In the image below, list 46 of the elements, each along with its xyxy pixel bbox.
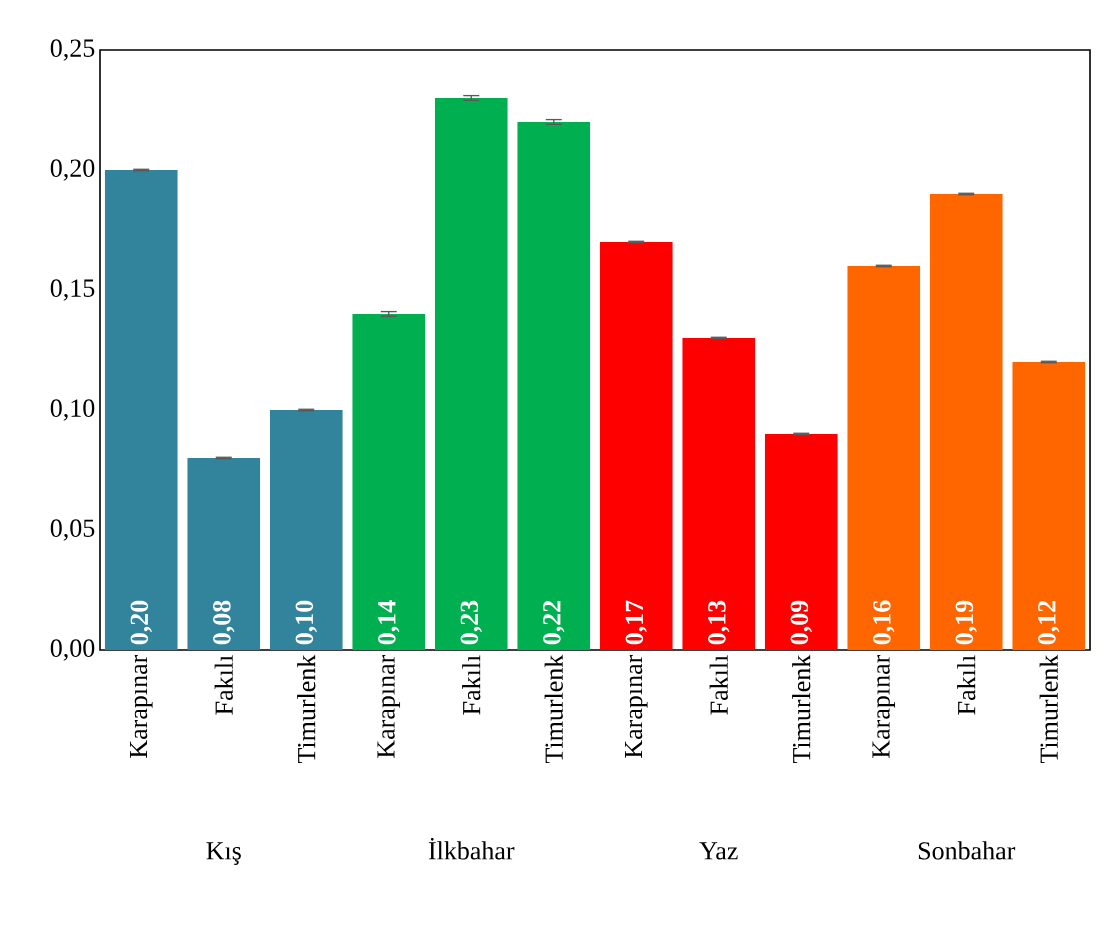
- bar: [599, 242, 673, 650]
- y-tick-label: 0,15: [50, 279, 95, 301]
- y-tick-label: 0,00: [50, 639, 95, 661]
- data-label: 0,16: [873, 600, 895, 645]
- text: Kış: [206, 842, 241, 865]
- data-label: 0,22: [543, 600, 565, 645]
- y-tick-label: 0,25: [50, 39, 95, 61]
- bar: [352, 314, 426, 650]
- x-tick-label: Fakılı: [709, 655, 728, 715]
- x-tick-label: Fakılı: [957, 655, 976, 715]
- x-tick-label: Karapınar: [129, 654, 153, 758]
- bar: [847, 266, 921, 650]
- bar: [682, 338, 756, 650]
- data-label: 0,23: [460, 600, 482, 645]
- bar: [434, 98, 508, 650]
- text: Yaz: [699, 842, 738, 860]
- data-label: 0,12: [1038, 600, 1060, 645]
- x-tick-label: Karapınar: [377, 654, 401, 758]
- data-label: 0,08: [213, 600, 235, 645]
- data-label: 0,13: [708, 600, 730, 645]
- bar: [104, 170, 178, 650]
- x-tick-label: Timurlenk: [792, 654, 811, 764]
- bar: [517, 122, 591, 650]
- x-tick-label: Karapınar: [872, 654, 896, 758]
- x-tick-label: Karapınar: [624, 654, 648, 758]
- x-tick-label: Fakılı: [462, 655, 481, 715]
- data-label: 0,17: [625, 600, 647, 645]
- bar: [269, 410, 343, 650]
- x-tick-label: Timurlenk: [544, 654, 563, 764]
- text: İlkbahar: [428, 837, 515, 860]
- x-tick-label: Timurlenk: [1039, 654, 1058, 764]
- bar: [764, 434, 838, 650]
- x-tick-label: Timurlenk: [297, 654, 316, 764]
- x-tick-label: Fakılı: [214, 655, 233, 715]
- text: Sonbahar: [918, 841, 1016, 860]
- y-tick-label: 0,05: [50, 519, 95, 541]
- y-tick-label: 0,20: [50, 159, 95, 181]
- data-label: 0,14: [378, 600, 400, 645]
- bar: [1012, 362, 1086, 650]
- data-label: 0,19: [955, 600, 977, 645]
- bar: [929, 194, 1003, 650]
- y-tick-label: 0,10: [50, 399, 95, 421]
- data-label: 0,20: [130, 600, 152, 645]
- data-label: 0,09: [790, 600, 812, 645]
- bar: [187, 458, 261, 650]
- data-label: 0,10: [295, 600, 317, 645]
